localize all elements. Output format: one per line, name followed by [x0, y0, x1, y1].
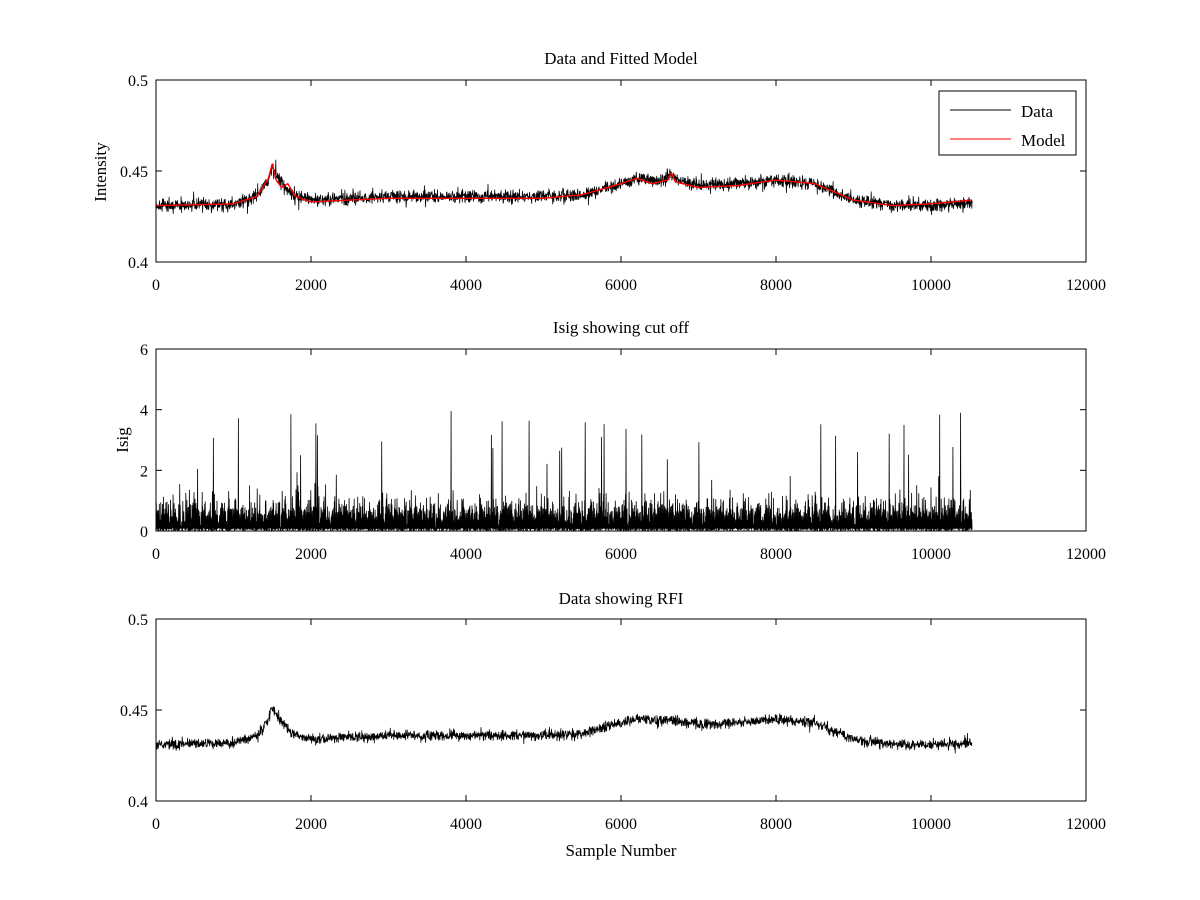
panel-1-series [155, 159, 973, 216]
x-tick-label: 8000 [760, 546, 792, 563]
x-tick-label: 8000 [760, 816, 792, 833]
x-tick-label: 0 [152, 816, 160, 833]
x-tick-label: 2000 [295, 546, 327, 563]
y-tick-label: 4 [140, 403, 148, 420]
y-tick-label: 0.4 [128, 794, 148, 811]
y-tick-label: 0.4 [128, 255, 148, 272]
panel-3-ticks: 0 2000 4000 6000 8000 10000 12000 0.4 0.45 0.5 [120, 612, 1106, 833]
x-tick-label: 0 [152, 546, 160, 563]
x-tick-label: 12000 [1066, 546, 1106, 563]
panel-2-series [155, 410, 973, 532]
panel-3-series [155, 706, 973, 754]
y-tick-label: 6 [140, 342, 148, 359]
x-tick-label: 2000 [295, 277, 327, 294]
legend-label-data: Data [1021, 102, 1054, 121]
x-tick-label: 6000 [605, 546, 637, 563]
x-tick-label: 12000 [1066, 277, 1106, 294]
panel-3-title: Data showing RFI [559, 589, 684, 608]
panel-2-ticks: 0 2000 4000 6000 8000 10000 12000 0 2 4 6 [140, 342, 1106, 563]
legend-label-model: Model [1021, 131, 1066, 150]
series-line-data [155, 706, 973, 754]
series-line-isig [155, 410, 973, 532]
x-tick-label: 10000 [911, 546, 951, 563]
series-line-model [155, 163, 973, 207]
x-tick-label: 2000 [295, 816, 327, 833]
x-tick-label: 10000 [911, 816, 951, 833]
x-tick-label: 6000 [605, 277, 637, 294]
panel-1-ticks: 0 2000 4000 6000 8000 10000 12000 0.4 0.45 0.5 [120, 73, 1106, 294]
panel-data-rfi: Data showing RFI 0 2000 4000 6000 8000 10000 1… [120, 589, 1106, 860]
panel-2-title: Isig showing cut off [553, 318, 689, 337]
y-tick-label: 0.45 [120, 703, 148, 720]
panel-data-and-model: Data and Fitted Model Intensity 0 2000 400… [91, 49, 1106, 294]
panel-2-ylabel: Isig [113, 427, 132, 453]
x-tick-label: 6000 [605, 816, 637, 833]
x-tick-label: 4000 [450, 816, 482, 833]
y-tick-label: 0.5 [128, 73, 148, 90]
legend: Data Model [938, 90, 1077, 156]
panel-1-title: Data and Fitted Model [544, 49, 698, 68]
panel-3-xlabel: Sample Number [566, 841, 677, 860]
x-tick-label: 0 [152, 277, 160, 294]
x-tick-label: 4000 [450, 277, 482, 294]
panel-1-ylabel: Intensity [91, 142, 110, 202]
legend-box [938, 90, 1077, 156]
x-tick-label: 4000 [450, 546, 482, 563]
y-tick-label: 2 [140, 463, 148, 480]
y-tick-label: 0.45 [120, 164, 148, 181]
x-tick-label: 10000 [911, 277, 951, 294]
x-tick-label: 12000 [1066, 816, 1106, 833]
x-tick-label: 8000 [760, 277, 792, 294]
y-tick-label: 0 [140, 524, 148, 541]
y-tick-label: 0.5 [128, 612, 148, 629]
panel-isig: Isig showing cut off Isig 0 2000 4000 6000 8… [113, 318, 1106, 563]
